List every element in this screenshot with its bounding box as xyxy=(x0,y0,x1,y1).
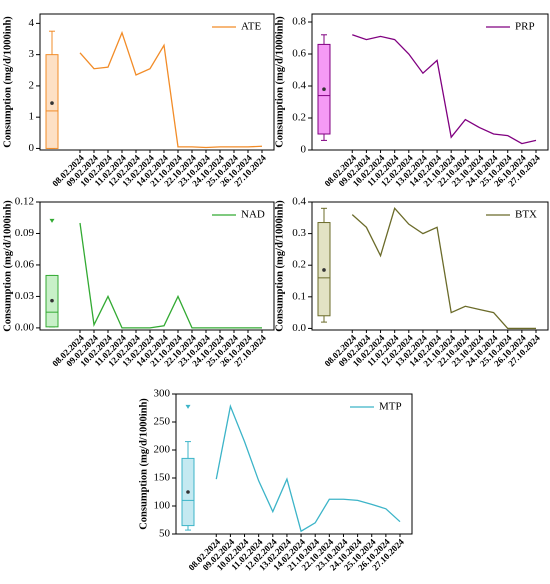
y-tick-label: 50 xyxy=(159,528,171,540)
y-tick-label: 3 xyxy=(29,48,35,60)
y-tick-label: 0.2 xyxy=(292,259,306,271)
legend-label: MTP xyxy=(379,401,402,413)
y-axis-label: Consumption (mg/d/1000inh) xyxy=(274,200,285,332)
box-mean xyxy=(50,298,54,303)
y-tick-label: 150 xyxy=(154,472,171,484)
y-tick-label: 0.6 xyxy=(292,48,306,60)
y-tick-label: 0 xyxy=(29,142,35,154)
y-tick-label: 0.1 xyxy=(292,290,306,302)
box-mean xyxy=(186,490,190,494)
y-tick-label: 0.0 xyxy=(292,322,306,334)
series-line xyxy=(79,222,262,329)
y-tick-label: 0.03 xyxy=(15,290,35,302)
y-tick-label: 0.4 xyxy=(292,80,306,92)
series-line xyxy=(352,34,537,145)
legend-label: ATE xyxy=(241,21,261,33)
y-tick-label: 0.4 xyxy=(292,196,306,208)
y-tick-label: 300 xyxy=(154,388,171,400)
y-axis-label: Consumption (mg/d/1000inh) xyxy=(2,16,13,148)
y-tick-label: 0 xyxy=(301,144,307,156)
y-tick-label: 100 xyxy=(154,500,171,512)
legend-label: BTX xyxy=(515,209,537,221)
plot-frame xyxy=(39,201,275,331)
plot-frame xyxy=(311,13,549,151)
y-tick-label: 0.09 xyxy=(15,227,35,239)
y-tick-label: 2 xyxy=(29,79,35,91)
plot-frame xyxy=(311,201,549,331)
legend-label: NAD xyxy=(241,209,265,221)
y-axis-label: Consumption (mg/d/1000inh) xyxy=(138,398,149,530)
y-axis-label: Consumption (mg/d/1000inh) xyxy=(2,200,13,332)
y-tick-label: 0.2 xyxy=(292,112,306,124)
legend-label: PRP xyxy=(515,21,535,33)
y-tick-label: 0.3 xyxy=(292,227,306,239)
y-tick-label: 1 xyxy=(29,111,35,123)
plot-frame xyxy=(39,13,275,151)
series-line xyxy=(351,207,536,330)
y-tick-label: 0.8 xyxy=(292,16,306,28)
y-tick-label: 0.06 xyxy=(15,258,35,270)
box-mean xyxy=(322,268,326,272)
box-mean xyxy=(50,101,54,105)
box-outlier xyxy=(49,218,55,223)
series-line xyxy=(79,30,263,149)
series-line xyxy=(215,404,401,533)
y-axis-label: Consumption (mg/d/1000inh) xyxy=(274,16,285,148)
box-outlier xyxy=(185,404,191,409)
plot-frame xyxy=(175,393,413,535)
y-tick-label: 4 xyxy=(29,17,35,29)
y-tick-label: 200 xyxy=(154,444,171,456)
y-tick-label: 0.12 xyxy=(15,196,34,208)
box-mean xyxy=(322,87,326,91)
y-tick-label: 250 xyxy=(154,416,171,428)
y-tick-label: 0.00 xyxy=(15,321,35,333)
